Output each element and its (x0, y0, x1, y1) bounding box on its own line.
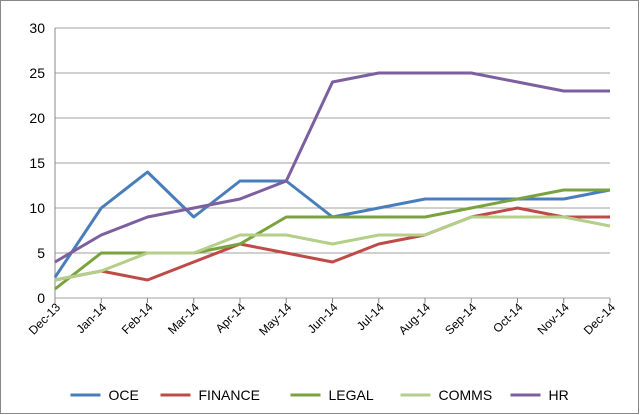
series-line (54, 215, 611, 282)
legend-label: FINANCE (199, 387, 260, 403)
y-tick-label: 30 (29, 20, 45, 36)
legend-label: HR (549, 387, 569, 403)
y-tick-label: 0 (37, 290, 45, 306)
legend-label: COMMS (439, 387, 493, 403)
y-tick-label: 15 (29, 155, 45, 171)
series-line (54, 206, 610, 282)
y-tick-label: 5 (37, 245, 45, 261)
series-line (54, 71, 610, 264)
legend-label: LEGAL (329, 387, 374, 403)
y-tick-label: 10 (29, 200, 45, 216)
y-tick-label: 20 (29, 110, 45, 126)
y-tick-label: 25 (29, 65, 45, 81)
legend-label: OCE (109, 387, 139, 403)
